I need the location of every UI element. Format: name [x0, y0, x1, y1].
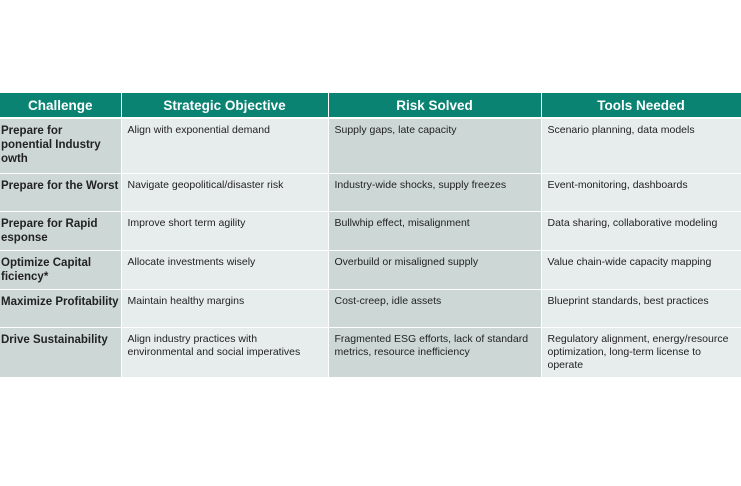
objective-cell: Maintain healthy margins — [121, 289, 329, 328]
tools-cell: Blueprint standards, best practices — [541, 289, 741, 328]
objective-cell: Improve short term agility — [121, 211, 329, 251]
challenge-line: Drive Sustainability — [1, 333, 108, 346]
challenge-line: Prepare for the Worst — [1, 179, 119, 192]
challenge-cell: Drive Sustainability — [0, 327, 122, 378]
table-row: Prepare for the Worst Navigate geopolitic… — [0, 173, 741, 212]
challenge-line: Prepare for — [1, 125, 63, 137]
risk-cell: Supply gaps, late capacity — [328, 118, 542, 174]
challenge-line: Maximize Profitability — [1, 295, 119, 308]
challenge-line: ficiency* — [1, 270, 49, 283]
header-challenge: Challenge — [0, 93, 122, 119]
tools-cell: Regulatory alignment, energy/resource op… — [541, 327, 741, 378]
tools-cell: Scenario planning, data models — [541, 118, 741, 174]
risk-cell: Fragmented ESG efforts, lack of standard… — [328, 327, 542, 378]
risk-cell: Industry-wide shocks, supply freezes — [328, 173, 542, 212]
objective-cell: Navigate geopolitical/disaster risk — [121, 173, 329, 212]
risk-cell: Bullwhip effect, misalignment — [328, 211, 542, 251]
challenge-cell: Prepare for Rapid esponse — [0, 211, 122, 251]
tools-cell: Value chain-wide capacity mapping — [541, 250, 741, 290]
challenge-cell: Maximize Profitability — [0, 289, 122, 328]
header-row: Challenge Strategic Objective Risk Solve… — [0, 93, 741, 119]
objective-cell: Align with exponential demand — [121, 118, 329, 174]
risk-cell: Cost-creep, idle assets — [328, 289, 542, 328]
risk-cell: Overbuild or misaligned supply — [328, 250, 542, 290]
challenge-line: owth — [1, 153, 28, 165]
tools-cell: Data sharing, collaborative modeling — [541, 211, 741, 251]
table-row: Prepare for Rapid esponse Improve short te… — [0, 211, 741, 251]
table-row: Prepare for ponential Industry owth Align w… — [0, 118, 741, 174]
header-tools-needed: Tools Needed — [541, 93, 741, 119]
challenge-line: Prepare for Rapid — [1, 217, 98, 230]
objective-cell: Allocate investments wisely — [121, 250, 329, 290]
challenge-line: Optimize Capital — [1, 256, 92, 269]
header-strategic-objective: Strategic Objective — [121, 93, 329, 119]
table-row: Drive Sustainability Align industry pract… — [0, 327, 741, 378]
challenge-cell: Optimize Capital ficiency* — [0, 250, 122, 290]
challenge-cell: Prepare for the Worst — [0, 173, 122, 212]
objective-cell: Align industry practices with environmen… — [121, 327, 329, 378]
table-row: Maximize Profitability Maintain healthy m… — [0, 289, 741, 328]
header-risk-solved: Risk Solved — [328, 93, 542, 119]
tools-cell: Event-monitoring, dashboards — [541, 173, 741, 212]
table-row: Optimize Capital ficiency* Allocate invest… — [0, 250, 741, 290]
challenge-table: Challenge Strategic Objective Risk Solve… — [0, 93, 741, 378]
challenge-line: ponential Industry — [1, 139, 101, 151]
challenge-cell: Prepare for ponential Industry owth — [0, 118, 122, 174]
challenge-line: esponse — [1, 231, 48, 244]
